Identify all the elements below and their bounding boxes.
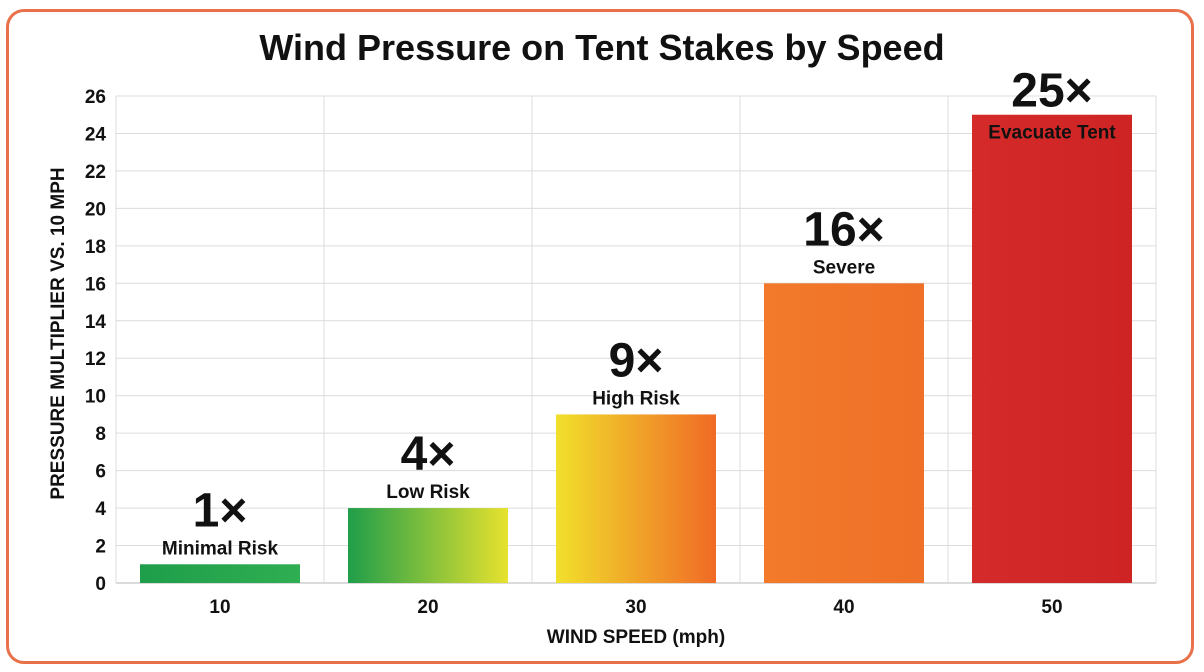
x-tick-label: 30 (625, 597, 646, 618)
y-tick-label: 22 (85, 162, 106, 183)
x-tick-label: 10 (209, 597, 230, 618)
value-label: 9× (609, 334, 664, 387)
bar-20-mph (348, 508, 508, 583)
y-tick-label: 20 (85, 199, 106, 220)
y-axis-title: PRESSURE MULTIPLIER VS. 10 MPH (48, 167, 69, 499)
y-tick-label: 10 (85, 387, 106, 408)
y-tick-label: 24 (85, 124, 107, 145)
x-tick-label: 50 (1041, 597, 1062, 618)
y-tick-label: 14 (85, 312, 107, 333)
risk-label: Severe (813, 257, 875, 278)
bar-labels: 1×Minimal Risk 4×Low Risk 9×High Risk 16×Se… (162, 65, 1116, 560)
y-tick-label: 16 (85, 274, 106, 295)
value-label: 25× (1011, 65, 1092, 118)
bar-40-mph (764, 283, 924, 583)
bar-50-mph (972, 114, 1132, 583)
chart-title: Wind Pressure on Tent Stakes by Speed (259, 27, 945, 68)
bar-30-mph (556, 414, 716, 583)
bar-10-mph (140, 564, 300, 583)
value-label: 16× (803, 203, 884, 256)
value-label: 1× (193, 484, 248, 537)
bars (140, 114, 1132, 583)
risk-label: High Risk (592, 388, 680, 409)
x-axis-ticks: 10 20 30 40 50 (209, 597, 1062, 618)
y-tick-label: 6 (95, 462, 106, 483)
value-label: 4× (401, 428, 456, 481)
risk-label: Low Risk (386, 482, 470, 503)
y-tick-label: 18 (85, 237, 106, 258)
y-tick-label: 2 (95, 537, 106, 558)
y-tick-label: 8 (95, 424, 106, 445)
y-tick-label: 4 (95, 499, 106, 520)
x-tick-label: 40 (833, 597, 854, 618)
x-tick-label: 20 (417, 597, 438, 618)
y-tick-label: 0 (95, 574, 106, 595)
risk-label: Minimal Risk (162, 538, 279, 559)
x-axis-title: WIND SPEED (mph) (547, 627, 725, 648)
y-tick-label: 26 (85, 87, 106, 108)
y-tick-label: 12 (85, 349, 106, 370)
risk-label: Evacuate Tent (988, 123, 1116, 144)
